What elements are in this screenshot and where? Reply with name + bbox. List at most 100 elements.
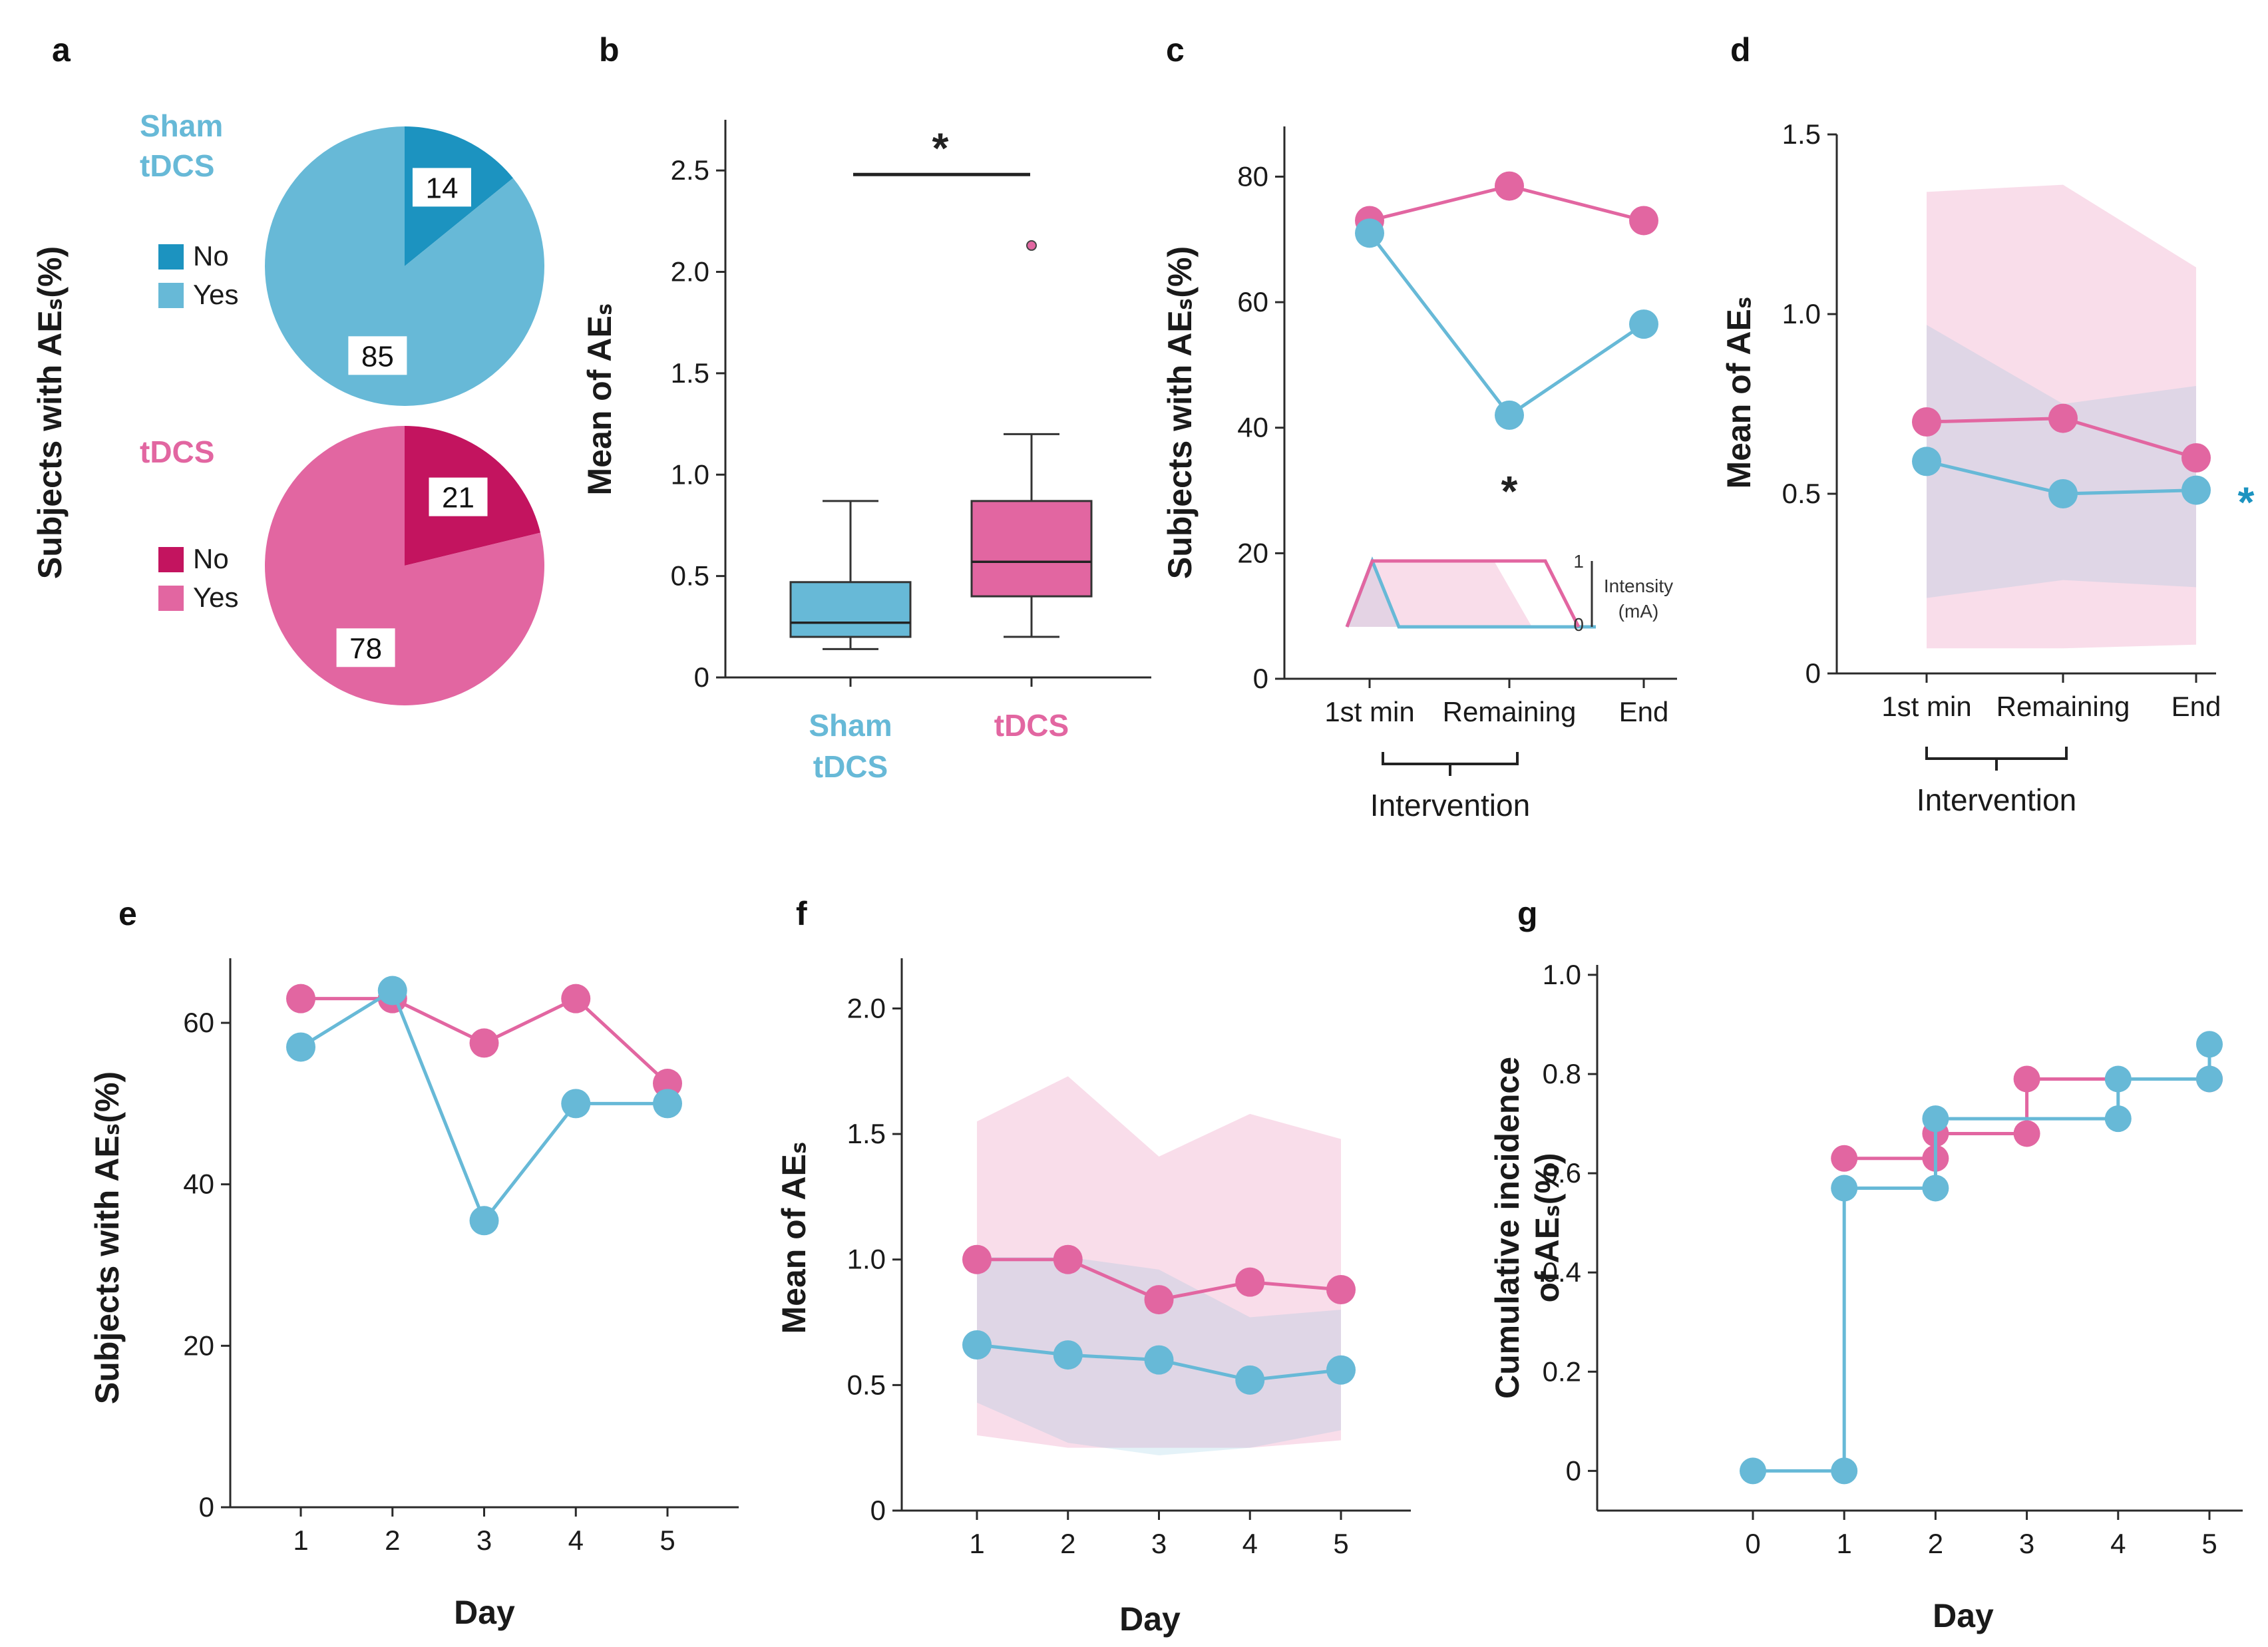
panel-c-tdcs-point <box>1629 206 1658 236</box>
pie-1-value-yes: 78 <box>349 632 382 665</box>
panel-e-x-tick-label: 1 <box>293 1525 308 1556</box>
panel-e-sham-line <box>299 988 667 1224</box>
panel-e-y-tick-label: 40 <box>183 1169 214 1200</box>
box-tdcs-label-line1: tDCS <box>994 708 1069 743</box>
panel-d-sham-point <box>2048 479 2078 508</box>
panel-g-x-tick-label: 2 <box>1928 1528 1943 1559</box>
pie-1-value-box <box>429 477 488 516</box>
inset-sham-area <box>1347 561 1399 627</box>
panel-g-sham-point <box>2196 1065 2223 1093</box>
box-sham-label-line1: Sham <box>809 708 892 743</box>
panel-c-sham-point <box>1355 218 1384 248</box>
pie-1-value-box <box>336 628 395 667</box>
panel-g-y-title-line2: of AEₛ(%) <box>1529 1153 1566 1302</box>
panel-label-g: g <box>1517 895 1538 932</box>
panel-d-bracket-label: Intervention <box>1917 783 2076 817</box>
pie-1-slice-yes <box>265 426 545 705</box>
panel-f-x-tick-label: 4 <box>1242 1528 1258 1559</box>
panel-g-sham-point <box>1831 1457 1858 1485</box>
panel-e-tdcs-point <box>469 1028 499 1058</box>
panel-e-x-tick-label: 5 <box>660 1525 675 1556</box>
panel-e-tdcs-point <box>561 984 591 1013</box>
pie-1-title-line1: tDCS <box>140 435 214 469</box>
panel-g-x-tick-label: 0 <box>1745 1528 1760 1559</box>
panel-f-sham-point <box>1053 1340 1083 1370</box>
panel-g-x-tick-label: 3 <box>2019 1528 2034 1559</box>
panel-c-y-tick-label: 20 <box>1237 537 1268 568</box>
panel-d-sham-band <box>1927 325 2196 598</box>
inset-label-line2: (mA) <box>1618 601 1659 622</box>
panel-c-y-title: Subjects with AEₛ(%) <box>1161 246 1199 579</box>
panel-b-y-tick-label: 2.0 <box>671 256 709 287</box>
panel-g-y-tick-label: 0.8 <box>1543 1058 1581 1089</box>
panel-f-sham-point <box>1144 1345 1174 1375</box>
panel-g-sham-point <box>2104 1105 2132 1133</box>
panel-e-x-tick-label: 3 <box>476 1525 492 1556</box>
panel-d-y-tick-label: 1.5 <box>1782 118 1821 150</box>
panel-g-tdcs-point <box>2013 1120 2040 1147</box>
panel-f-x-tick-label: 1 <box>969 1528 984 1559</box>
panel-c-x-tick-label: End <box>1619 696 1669 727</box>
pie-0-slice-yes <box>265 126 544 407</box>
panel-g-step: Cumulative incidence of AEₛ(%) 0 0.2 0.4 0.6 0… <box>1489 959 2243 1634</box>
panel-b-y-tick-label: 2.5 <box>671 154 709 186</box>
box-tdcs-outlier <box>1026 240 1037 251</box>
panel-f-sham-point <box>1326 1355 1356 1385</box>
panel-d-y-tick-label: 1.0 <box>1782 298 1821 329</box>
panel-e-tdcs-point <box>653 1069 682 1099</box>
pie-1-legend-no: No <box>193 543 229 574</box>
pie-1-legend-swatch-no <box>158 547 184 572</box>
pie-0-value-no: 14 <box>425 172 458 204</box>
panel-g-sham-point <box>1831 1175 1858 1202</box>
panel-c-sham-point <box>1495 400 1524 430</box>
pie-0-legend-swatch-yes <box>158 283 184 308</box>
pie-0-legend-swatch-no <box>158 244 184 270</box>
panel-c-x-tick-label: 1st min <box>1324 696 1414 727</box>
panel-c-y-tick-label: 80 <box>1237 160 1268 192</box>
panel-e-y-title: Subjects with AEₛ(%) <box>89 1071 126 1404</box>
panel-g-tdcs-step <box>1844 1077 2209 1161</box>
panel-c-line: Subjects with AEₛ(%) 0 20 40 60 80 1st min Rema… <box>1161 126 1677 823</box>
panel-f-y-tick-label: 1.5 <box>847 1118 886 1149</box>
panel-label-c: c <box>1166 31 1185 69</box>
panel-c-bracket-label: Intervention <box>1370 788 1530 823</box>
panel-d-sham-point <box>1912 447 1941 476</box>
panel-c-tdcs-point <box>1495 171 1524 201</box>
panel-g-y-tick-label: 0.2 <box>1543 1356 1581 1387</box>
panel-g-x-tick-label: 1 <box>1837 1528 1852 1559</box>
panel-g-y-tick-label: 1.0 <box>1543 959 1581 990</box>
panel-c-bracket <box>1382 752 1519 776</box>
panel-g-sham-step <box>1753 1044 2211 1473</box>
panel-d-y-tick-label: 0 <box>1805 657 1821 689</box>
panel-b-y-tick-label: 0.5 <box>671 560 709 592</box>
panel-f-tdcs-point <box>1053 1244 1083 1274</box>
pie-0-legend-yes: Yes <box>193 279 239 310</box>
panel-b-y-tick-label: 1.0 <box>671 458 709 490</box>
panel-f-y-tick-label: 0 <box>870 1495 886 1526</box>
panel-e-x-tick-label: 2 <box>385 1525 400 1556</box>
panel-b-y-tick-label: 0 <box>694 661 709 693</box>
panel-f-line-band: Mean of AEₛ 0 0.5 1.0 1.5 2.0 1 2 3 4 5 Day <box>775 958 1411 1638</box>
panel-b-y-title: Mean of AEₛ <box>581 303 618 495</box>
box-tdcs-iqr <box>970 500 1093 598</box>
pie-0-value-box <box>412 168 471 207</box>
panel-d-sham-point <box>2181 475 2211 505</box>
panel-f-x-tick-label: 3 <box>1151 1528 1167 1559</box>
panel-b-boxplot: Mean of AEₛ 0 0.5 1.0 1.5 2.0 2.5 Sham tDCS tDCS * <box>581 120 1151 784</box>
panel-a-y-title: Subjects with AEₛ(%) <box>31 246 69 579</box>
panel-label-b: b <box>599 31 620 69</box>
panel-d-y-tick-label: 0.5 <box>1782 478 1821 509</box>
panel-g-tdcs-point <box>1831 1145 1858 1172</box>
box-sham-iqr <box>789 581 912 638</box>
panel-g-y-tick-label: 0.6 <box>1543 1157 1581 1189</box>
pie-1-value-no: 21 <box>442 482 474 514</box>
panel-e-y-tick-label: 0 <box>199 1491 214 1523</box>
panel-f-x-tick-label: 2 <box>1060 1528 1075 1559</box>
inset-label-line1: Intensity <box>1604 576 1673 596</box>
panel-d-x-tick-label: 1st min <box>1881 691 1971 722</box>
panel-g-sham-point <box>1740 1457 1766 1485</box>
panel-e-sham-point <box>469 1206 499 1236</box>
panel-e-line: Subjects with AEₛ(%) 0 20 40 60 1 2 3 4 5 Day <box>89 958 739 1631</box>
panel-c-sham-point <box>1629 309 1658 339</box>
pie-1-legend-yes: Yes <box>193 582 239 613</box>
